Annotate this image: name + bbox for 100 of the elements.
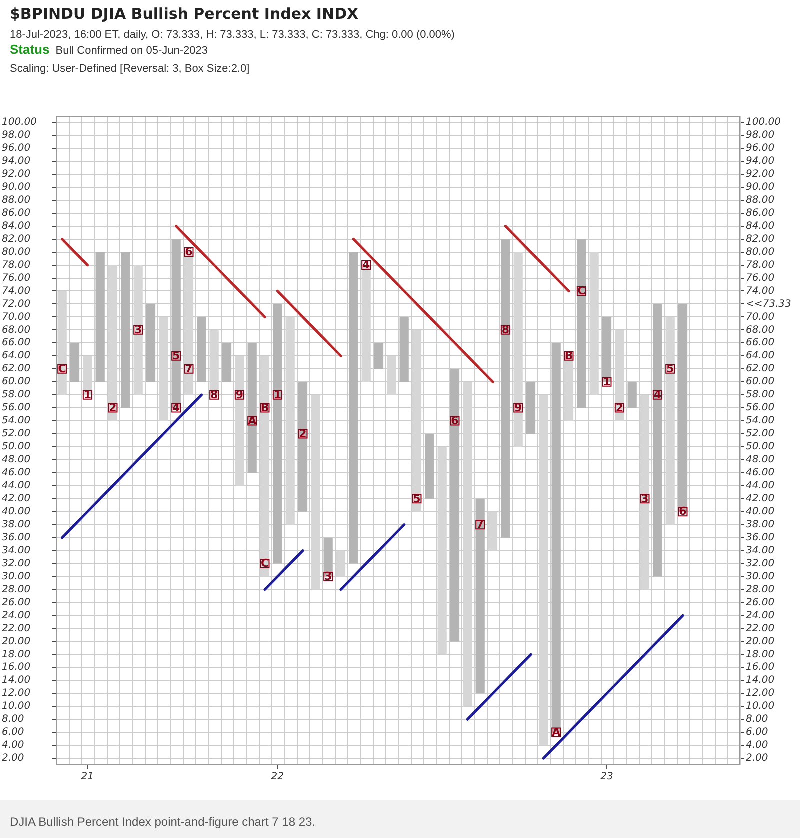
y-tick-label: 50.00 [2,442,31,453]
y2-tick-label: 92.00 [746,169,775,180]
bar [425,434,434,499]
y-tick-label: 80.00 [2,246,31,258]
bar [501,239,510,538]
bar [197,317,206,382]
y2-tick-label: 4.00 [746,740,768,752]
bar [298,382,308,512]
y-tick-label: 34.00 [2,545,31,556]
y-tick-label: 84.00 [2,220,31,232]
y-tick-label: 96.00 [2,143,31,154]
y-tick-label: 2.00 [2,753,24,764]
y2-tick-label: 52.00 [746,428,775,440]
bar [526,382,536,434]
chart-title: $BPINDU DJIA Bullish Percent Index INDX [10,5,359,23]
y-tick-label: 36.00 [2,532,31,544]
y2-tick-label: 50.00 [746,442,775,453]
y2-tick-label: 68.00 [746,324,775,336]
bar [248,343,257,473]
y-tick-label: 76.00 [2,272,31,284]
y2-tick-label: 24.00 [746,610,775,622]
y-tick-label: 10.00 [2,701,31,712]
y2-tick-label: 96.00 [746,143,775,154]
y2-tick-label: 10.00 [746,701,775,712]
y-tick-label: 32.00 [2,558,31,570]
y-tick-label: 14.00 [2,675,31,686]
bar [222,343,232,382]
y-tick-label: 98.00 [2,130,31,142]
y2-tick-label: 14.00 [746,675,775,686]
y2-tick-label: 70.00 [746,312,775,323]
y-tick-label: 28.00 [2,584,31,596]
y-tick-label: 92.00 [2,169,31,180]
y2-tick-label: 18.00 [746,649,775,660]
y-tick-label: 72.00 [2,298,31,310]
y2-tick-label: 88.00 [746,194,775,206]
y-tick-label: 86.00 [2,208,31,219]
y-tick-label: 94.00 [2,156,31,168]
y2-tick-label: <<73.33 [746,298,792,310]
y-tick-label: 58.00 [2,390,31,401]
y-tick-label: 74.00 [2,286,31,297]
y2-tick-label: 82.00 [746,234,775,245]
y-tick-label: 90.00 [2,182,31,193]
y2-tick-label: 84.00 [746,220,775,232]
y2-tick-label: 40.00 [746,506,775,518]
y-tick-label: 66.00 [2,338,31,349]
bar [273,304,282,564]
y2-tick-label: 16.00 [746,662,775,674]
y-tick-label: 40.00 [2,506,31,518]
y2-tick-label: 54.00 [746,416,775,427]
y2-tick-label: 90.00 [746,182,775,193]
y2-tick-label: 58.00 [746,390,775,401]
y2-tick-label: 80.00 [746,246,775,258]
y-tick-label: 30.00 [2,571,31,582]
y-tick-label: 48.00 [2,454,31,466]
y2-tick-label: 64.00 [746,350,775,362]
bar [450,369,460,642]
y2-tick-label: 56.00 [746,402,775,414]
y-tick-label: 88.00 [2,194,31,206]
y-tick-label: 60.00 [2,376,31,388]
y2-tick-label: 66.00 [746,338,775,349]
y-tick-label: 46.00 [2,468,31,479]
y-tick-label: 100.00 [2,117,37,128]
y2-tick-label: 46.00 [746,468,775,479]
y-tick-label: 64.00 [2,350,31,362]
y2-tick-label: 60.00 [746,376,775,388]
y2-tick-label: 98.00 [746,130,775,142]
y2-tick-label: 44.00 [746,480,775,492]
y-tick-label: 52.00 [2,428,31,440]
y2-tick-label: 20.00 [746,636,775,648]
y2-tick-label: 86.00 [746,208,775,219]
y2-tick-label: 2.00 [746,753,768,764]
bar [70,343,80,382]
bar [121,252,130,408]
bar [577,239,586,408]
text: Scaling: User-Defined [Reversal: 3, Box Size:2.0] [10,63,250,75]
y-tick-label: 44.00 [2,480,31,492]
y2-tick-label: 30.00 [746,571,775,582]
y2-tick-label: 48.00 [746,454,775,466]
y-tick-label: 54.00 [2,416,31,427]
y2-tick-label: 32.00 [746,558,775,570]
y-tick-label: 70.00 [2,312,31,323]
y2-tick-label: 8.00 [746,714,768,726]
y2-tick-label: 62.00 [746,364,775,375]
text: 9 [236,388,244,402]
y2-tick-label: 42.00 [746,494,775,505]
bar [96,252,105,382]
x-tick-label: 23 [600,772,614,783]
text: DJIA Bullish Percent Index point-and-figure chart 7 18 23. [10,815,316,829]
y-tick-label: 20.00 [2,636,31,648]
y-tick-label: 62.00 [2,364,31,375]
y-tick-label: 56.00 [2,402,31,414]
text: Bull Confirmed on 05-Jun-2023 [56,45,208,57]
y2-tick-label: 76.00 [746,272,775,284]
y-tick-label: 68.00 [2,324,31,336]
y-tick-label: 24.00 [2,610,31,622]
chart-subtitle: 18-Jul-2023, 16:00 ET, daily, O: 73.333, H: 73.333, L: 73.333, C: 73.333, Chg: 0.00 (0.00%) [10,29,455,41]
x-tick-label: 21 [81,772,94,783]
y-tick-label: 26.00 [2,597,31,608]
y2-tick-label: 100.00 [746,117,781,128]
bar [653,304,662,577]
